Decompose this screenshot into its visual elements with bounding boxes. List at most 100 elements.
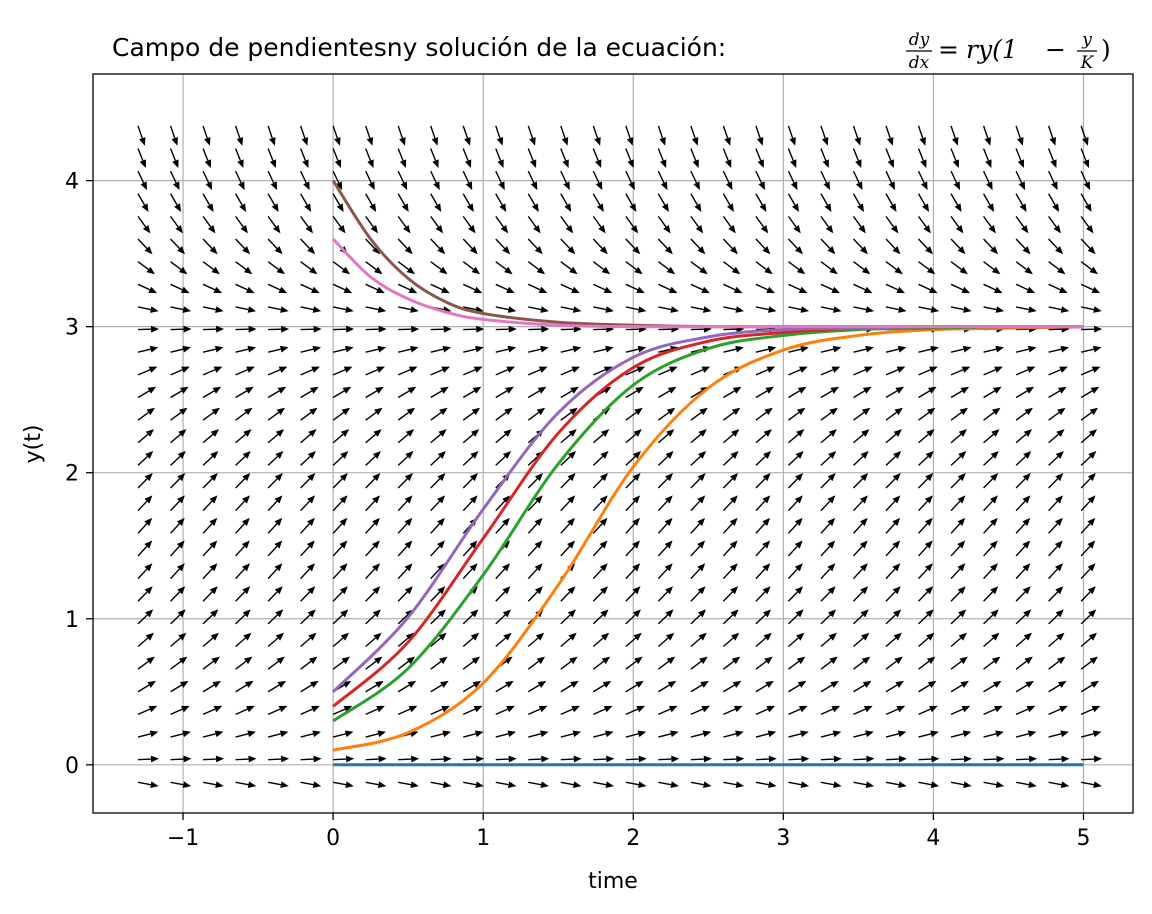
slope-arrow — [202, 306, 224, 313]
slope-field — [137, 125, 1103, 789]
slope-arrow — [690, 238, 706, 255]
slope-arrow — [462, 238, 478, 255]
slope-arrow — [982, 148, 992, 168]
slope-arrow — [755, 386, 774, 399]
slope-arrow — [918, 540, 933, 557]
slope-arrow — [657, 450, 674, 466]
slope-arrow — [625, 540, 641, 557]
x-tick-label: 4 — [926, 826, 940, 851]
slope-arrow — [235, 345, 257, 353]
slope-arrow — [397, 366, 418, 376]
slope-arrow — [560, 730, 582, 738]
slope-arrow — [625, 125, 634, 146]
slope-arrow — [820, 473, 836, 489]
slope-arrow — [1015, 125, 1024, 146]
slope-arrow — [430, 125, 439, 146]
slope-arrow — [1015, 429, 1033, 444]
slope-arrow — [983, 386, 1002, 399]
slope-arrow — [1048, 755, 1070, 763]
slope-arrow — [300, 632, 317, 648]
slope-arrow — [885, 148, 894, 168]
x-tick-label: 5 — [1076, 826, 1090, 851]
slope-arrow — [690, 170, 700, 191]
slope-arrow — [267, 730, 289, 738]
slope-arrow — [365, 215, 378, 234]
slope-arrow — [137, 730, 159, 738]
slope-arrow — [365, 148, 374, 168]
x-tick-label: −1 — [167, 826, 199, 851]
slope-arrow — [462, 386, 482, 399]
slope-arrow — [1048, 495, 1063, 512]
slope-arrow — [950, 366, 971, 376]
slope-arrow — [1015, 540, 1031, 557]
slope-arrow — [365, 730, 386, 738]
slope-arrow — [462, 148, 472, 168]
slope-arrow — [592, 193, 604, 212]
slope-arrow — [137, 366, 158, 376]
slope-arrow — [365, 705, 385, 716]
slope-arrow — [885, 345, 907, 353]
slope-arrow — [722, 407, 741, 421]
slope-arrow — [722, 473, 739, 489]
slope-arrow — [137, 386, 157, 399]
slope-arrow — [1080, 125, 1089, 146]
slope-arrow — [1048, 632, 1065, 648]
slope-arrow — [462, 283, 483, 294]
slope-arrow — [853, 345, 874, 353]
slope-arrow — [267, 345, 289, 353]
slope-arrow — [1048, 540, 1063, 557]
slope-arrow — [137, 563, 153, 580]
slope-arrow — [267, 609, 284, 625]
slope-arrow — [462, 125, 471, 146]
slope-arrow — [203, 755, 225, 763]
slope-arrow — [657, 563, 673, 580]
slope-arrow — [885, 563, 901, 580]
slope-arrow — [527, 517, 543, 534]
slope-arrow — [885, 429, 902, 444]
slope-arrow — [788, 345, 809, 353]
slope-arrow — [397, 386, 417, 399]
slope-arrow — [690, 306, 712, 313]
slope-arrow — [300, 473, 316, 489]
slope-arrow — [657, 125, 666, 146]
slope-arrow — [625, 656, 643, 670]
slope-arrow — [332, 429, 350, 444]
slope-arrow — [820, 705, 841, 716]
slope-arrow — [430, 632, 447, 648]
slope-arrow — [300, 781, 322, 789]
slope-arrow — [560, 366, 581, 376]
slope-arrow — [397, 429, 415, 444]
slope-arrow — [1080, 495, 1096, 512]
slope-arrow — [332, 386, 352, 399]
slope-arrow — [202, 517, 218, 534]
slope-arrow — [397, 632, 415, 648]
slope-arrow — [202, 656, 220, 670]
x-tick-label: 3 — [776, 826, 790, 851]
slope-arrow — [625, 261, 643, 275]
slope-arrow — [560, 781, 582, 789]
slope-arrow — [397, 148, 407, 168]
slope-arrow — [267, 632, 285, 648]
slope-arrow — [495, 495, 511, 512]
slope-arrow — [950, 386, 970, 399]
slope-arrow — [463, 325, 485, 333]
slope-arrow — [787, 450, 804, 466]
slope-arrow — [917, 148, 927, 168]
slope-arrow — [592, 261, 611, 275]
slope-arrow — [397, 540, 413, 557]
slope-arrow — [1015, 215, 1029, 234]
slope-arrow — [820, 306, 842, 313]
slope-arrow — [463, 730, 484, 738]
slope-arrow — [723, 306, 744, 313]
slope-arrow — [787, 238, 803, 255]
slope-arrow — [138, 325, 160, 333]
slope-arrow — [820, 366, 841, 376]
slope-arrow — [592, 632, 610, 648]
solution-curve-7 — [332, 237, 1084, 329]
slope-arrow — [1080, 261, 1098, 275]
slope-arrow — [170, 730, 191, 738]
slope-arrow — [560, 238, 576, 255]
slope-arrow — [950, 429, 968, 444]
slope-arrow — [852, 540, 868, 557]
slope-arrow — [787, 609, 804, 625]
